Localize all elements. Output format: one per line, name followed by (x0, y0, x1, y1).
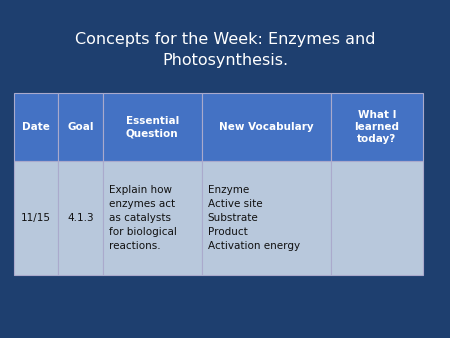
Text: Goal: Goal (67, 122, 94, 132)
Bar (14, 161, 58, 275)
Bar (14, 93, 58, 161)
Text: What I
learned
today?: What I learned today? (355, 110, 400, 144)
Text: 4.1.3: 4.1.3 (67, 213, 94, 223)
Text: Explain how
enzymes act
as catalysts
for biological
reactions.: Explain how enzymes act as catalysts for… (108, 185, 176, 251)
Bar (330, 93, 423, 161)
Bar (202, 93, 330, 161)
Text: New Vocabulary: New Vocabulary (219, 122, 314, 132)
Bar (58, 161, 103, 275)
Bar (202, 161, 330, 275)
Bar (103, 93, 202, 161)
Text: Enzyme
Active site
Substrate
Product
Activation energy: Enzyme Active site Substrate Product Act… (208, 185, 300, 251)
Bar (330, 161, 423, 275)
Text: Essential
Question: Essential Question (126, 116, 179, 138)
Text: 11/15: 11/15 (21, 213, 51, 223)
Text: Date: Date (22, 122, 50, 132)
Text: Concepts for the Week: Enzymes and
Photosynthesis.: Concepts for the Week: Enzymes and Photo… (75, 32, 375, 68)
Bar (103, 161, 202, 275)
Bar (58, 93, 103, 161)
